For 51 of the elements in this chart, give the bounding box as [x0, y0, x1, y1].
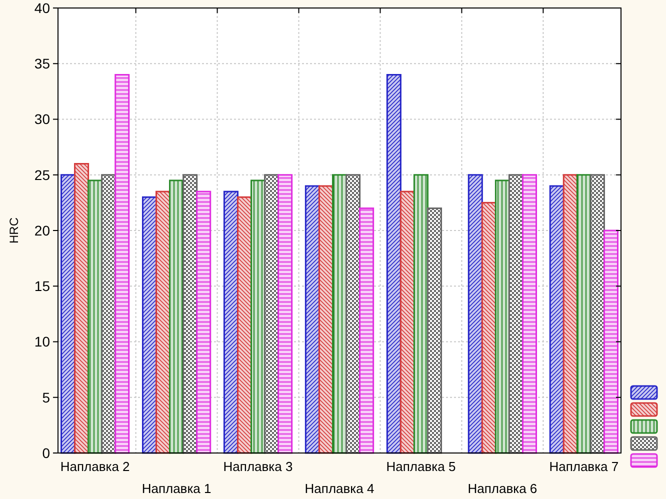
y-tick-label: 0 [42, 444, 50, 461]
y-tick-label: 20 [34, 222, 50, 238]
bar [264, 174, 280, 454]
bar [549, 185, 564, 454]
bar [88, 180, 103, 454]
bar [60, 174, 76, 454]
bar [332, 174, 348, 454]
y-tick-label: 15 [34, 278, 50, 294]
y-tick-label: 35 [34, 56, 50, 72]
x-tick-label: Наплавка 7 [549, 459, 619, 474]
bar [346, 174, 361, 454]
bar [400, 190, 415, 454]
x-tick-label: Наплавка 6 [468, 481, 538, 496]
bar [142, 196, 158, 454]
x-tick-label: Наплавка 4 [304, 481, 374, 496]
bar [426, 208, 442, 454]
y-tick-label: 30 [34, 111, 50, 128]
bar [494, 180, 510, 454]
bar [156, 190, 171, 454]
bar [250, 180, 266, 454]
bar [114, 74, 130, 454]
y-tick-label: 5 [42, 389, 50, 406]
x-tick-label: Наплавка 1 [142, 481, 212, 496]
bar [74, 163, 90, 454]
bar [169, 180, 184, 454]
bar [304, 185, 320, 454]
y-tick-label: 10 [34, 334, 50, 350]
bar [562, 174, 578, 454]
bar [101, 174, 116, 454]
bar [508, 174, 524, 454]
bar [223, 190, 238, 454]
bar [590, 174, 605, 454]
bar [481, 202, 496, 454]
bar [196, 190, 212, 454]
x-tick-label: Наплавка 5 [386, 459, 456, 474]
bar [386, 74, 402, 454]
y-tick-label: 40 [34, 0, 50, 16]
x-tick-label: Наплавка 2 [60, 459, 130, 474]
bar [576, 174, 592, 454]
x-tick-label: Наплавка 3 [223, 459, 293, 474]
bar [522, 174, 538, 454]
bar [278, 174, 293, 454]
y-tick-label: 25 [34, 166, 50, 183]
y-axis-title: HRC [7, 217, 21, 244]
bar [318, 185, 334, 454]
bar [359, 208, 374, 454]
bar [413, 174, 428, 454]
bar [182, 174, 198, 454]
bar [236, 196, 252, 454]
bar [603, 230, 618, 454]
bar [468, 174, 483, 454]
